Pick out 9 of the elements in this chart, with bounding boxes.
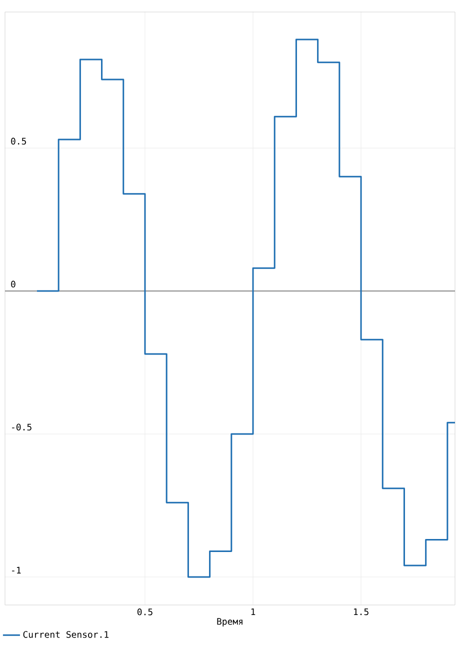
legend-label: Current Sensor.1 xyxy=(23,631,108,638)
y-tick-label: 0 xyxy=(11,280,16,288)
y-tick-label: -0.5 xyxy=(12,424,32,430)
x-tick-label: 1.5 xyxy=(354,608,368,616)
y-tick-label: 0.5 xyxy=(11,138,26,145)
x-tick-label: 0.5 xyxy=(137,608,152,616)
y-tick-label: -1 xyxy=(12,566,21,574)
x-tick-label: 1 xyxy=(251,608,256,616)
x-axis-title: Время xyxy=(217,618,242,627)
